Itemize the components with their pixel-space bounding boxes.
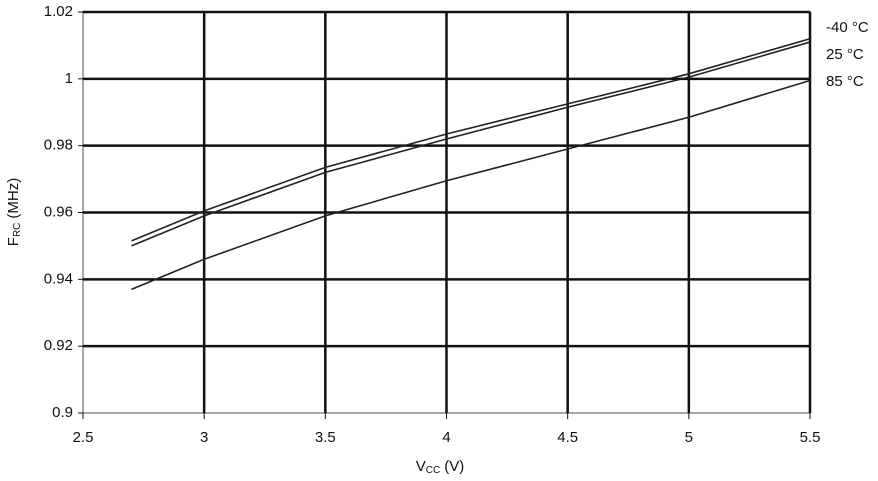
y-tick-label: 0.92 <box>44 337 73 354</box>
y-tick-label: 0.94 <box>44 270 73 287</box>
y-tick-label: 0.98 <box>44 137 73 154</box>
x-tick-label: 2.5 <box>73 429 94 446</box>
x-tick-label: 4 <box>442 429 450 446</box>
y-label-sub: RC <box>12 223 23 237</box>
x-label-unit: (V) <box>444 458 464 475</box>
y-axis-label: FRC (MHz) <box>5 178 23 246</box>
series-line <box>131 37 811 242</box>
x-axis-label: VCC (V) <box>416 458 464 476</box>
x-label-main: V <box>416 458 426 475</box>
x-tick-label: 5 <box>685 429 693 446</box>
y-tick-label: 0.9 <box>52 404 73 421</box>
y-label-main: F <box>5 237 22 246</box>
y-tick-label: 1 <box>65 70 73 87</box>
series-label: 25 °C <box>826 46 864 63</box>
series-label: 85 °C <box>826 73 864 90</box>
y-label-unit: (MHz) <box>5 178 22 219</box>
x-tick-label: 5.5 <box>800 429 821 446</box>
series-line <box>131 41 811 247</box>
x-tick-label: 3.5 <box>315 429 336 446</box>
series-line <box>131 79 811 291</box>
y-tick-label: 1.02 <box>44 3 73 20</box>
y-tick-label: 0.96 <box>44 203 73 220</box>
x-label-sub: CC <box>426 465 440 476</box>
series-label: -40 °C <box>826 19 869 36</box>
x-tick-label: 4.5 <box>557 429 578 446</box>
x-tick-label: 3 <box>200 429 208 446</box>
